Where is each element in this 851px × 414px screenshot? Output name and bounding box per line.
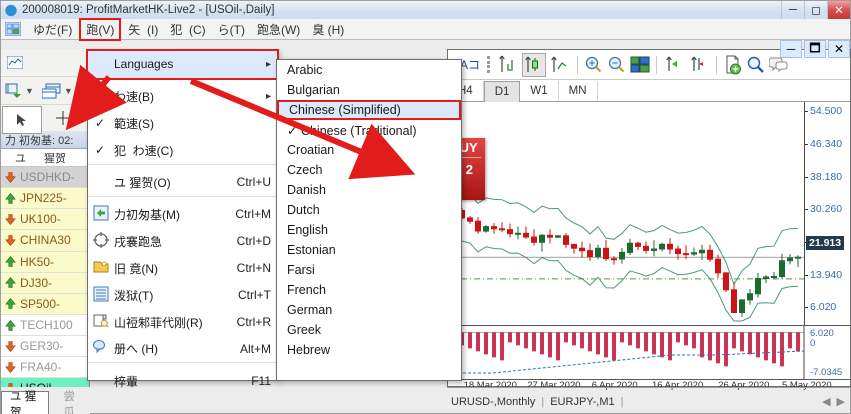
svg-text:-7.0345: -7.0345 xyxy=(810,367,842,378)
svg-text:0: 0 xyxy=(810,338,815,349)
